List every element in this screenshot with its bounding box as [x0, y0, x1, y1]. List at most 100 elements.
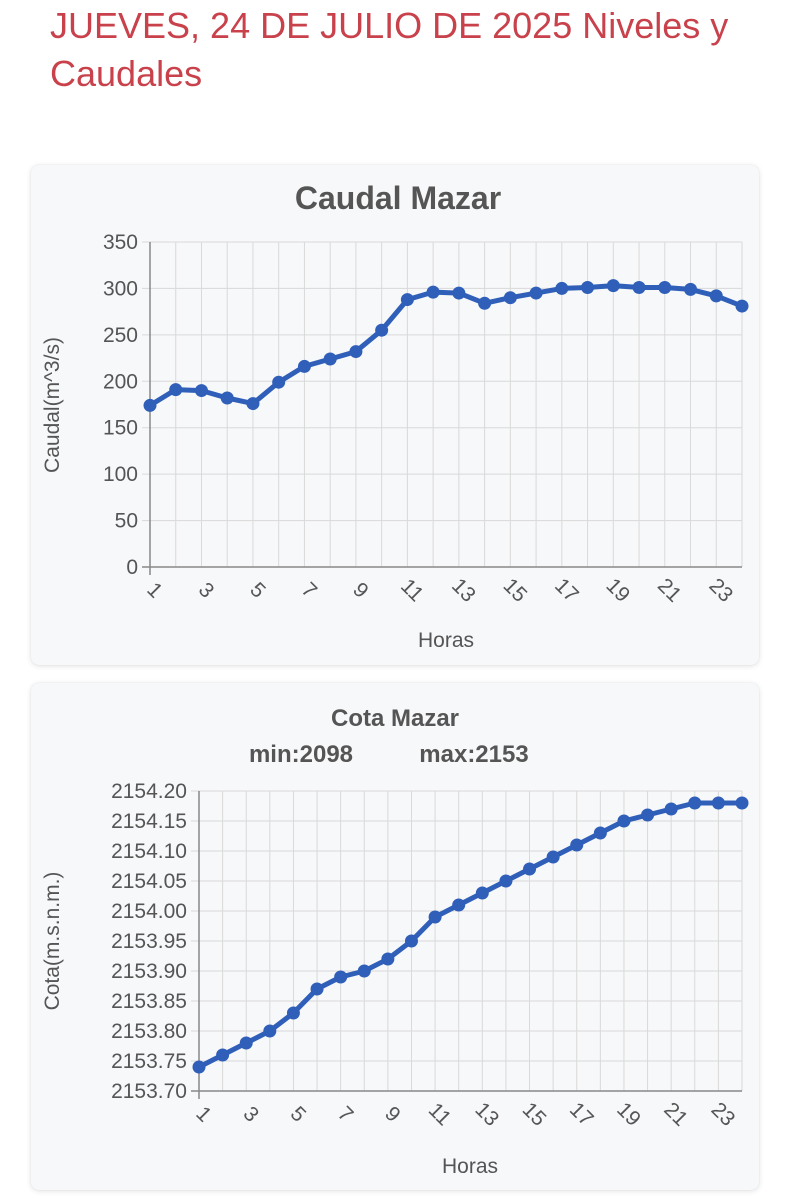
data-point[interactable]: [523, 862, 537, 876]
x-tick-label: 17: [565, 1098, 598, 1131]
grid: [191, 790, 743, 1092]
data-point[interactable]: [349, 345, 363, 359]
data-point[interactable]: [593, 826, 607, 840]
y-tick-label: 250: [103, 324, 138, 347]
data-point[interactable]: [711, 796, 725, 810]
data-point[interactable]: [246, 397, 260, 411]
data-point[interactable]: [323, 352, 337, 366]
data-point[interactable]: [735, 796, 749, 810]
x-tick-label: 5: [286, 1102, 311, 1127]
x-tick-label: 11: [424, 1099, 456, 1131]
data-point[interactable]: [475, 886, 489, 900]
chart-title: Cota Mazar: [331, 705, 459, 732]
x-tick-label: 13: [471, 1098, 504, 1131]
x-tick-label: 1: [142, 578, 167, 603]
x-tick-label: 23: [704, 574, 737, 607]
data-point[interactable]: [499, 874, 513, 888]
chart-title: Caudal Mazar: [295, 180, 501, 216]
y-tick-label: 50: [115, 510, 138, 533]
x-axis-ticks: 1 3 5 7 9 11 13 15 17 19 21 23: [191, 1098, 739, 1131]
data-point[interactable]: [286, 1006, 300, 1020]
data-point[interactable]: [263, 1024, 277, 1038]
series-line: [147, 283, 745, 408]
page-title: JUEVES, 24 DE JULIO DE 2025 Niveles y Ca…: [50, 5, 729, 94]
x-tick-label: 15: [518, 1098, 551, 1131]
data-point[interactable]: [735, 299, 749, 313]
x-tick-label: 19: [602, 574, 635, 607]
data-point[interactable]: [684, 282, 698, 296]
y-tick-label: 100: [103, 463, 138, 486]
data-point[interactable]: [503, 291, 517, 305]
x-axis-ticks: 1 3 5 7 9 11 13 15 17 19 21 23: [142, 574, 737, 607]
y-tick-label: 2154.00: [111, 900, 187, 923]
y-tick-label: 2154.10: [111, 840, 187, 863]
cota-chart-card: Cota Mazar min:2098 max:2153 2153.70 2153…: [31, 683, 759, 1190]
data-point[interactable]: [632, 281, 646, 294]
y-tick-label: 300: [103, 277, 138, 300]
data-point[interactable]: [452, 898, 466, 912]
data-point[interactable]: [658, 281, 672, 294]
y-tick-label: 2153.75: [111, 1050, 187, 1073]
data-point[interactable]: [375, 323, 389, 337]
y-tick-label: 200: [103, 370, 138, 393]
data-point[interactable]: [239, 1036, 253, 1050]
y-tick-label: 0: [126, 556, 138, 579]
data-point[interactable]: [529, 286, 543, 300]
chart-subtitle-min: min:2098: [249, 741, 353, 768]
x-tick-label: 17: [550, 574, 583, 607]
x-tick-label: 23: [707, 1098, 740, 1131]
data-point[interactable]: [617, 814, 631, 828]
y-axis-label: Caudal(m^3/s): [41, 337, 64, 473]
data-point[interactable]: [143, 398, 157, 412]
data-point[interactable]: [194, 384, 208, 398]
data-point[interactable]: [297, 359, 311, 373]
y-tick-label: 2153.70: [111, 1080, 187, 1103]
x-tick-label: 7: [297, 578, 322, 603]
data-point[interactable]: [334, 970, 348, 984]
axes: [191, 791, 742, 1099]
y-tick-label: 2153.80: [111, 1020, 187, 1043]
x-tick-label: 7: [333, 1102, 358, 1127]
data-point[interactable]: [709, 289, 723, 303]
y-tick-label: 150: [103, 417, 138, 440]
data-point[interactable]: [310, 982, 324, 996]
data-point[interactable]: [452, 286, 466, 300]
data-point[interactable]: [546, 850, 560, 864]
data-point[interactable]: [641, 808, 655, 822]
x-tick-label: 13: [447, 574, 480, 607]
data-point[interactable]: [664, 802, 678, 816]
y-axis-ticks: 2153.70 2153.75 2153.80 2153.85 2153.90 2153.…: [111, 780, 187, 1103]
data-point[interactable]: [555, 281, 569, 295]
data-point[interactable]: [192, 1060, 206, 1074]
data-point[interactable]: [220, 391, 234, 405]
x-tick-label: 5: [245, 578, 270, 603]
x-tick-label: 21: [659, 1098, 692, 1131]
data-point[interactable]: [688, 796, 702, 810]
series-line: [196, 800, 745, 1070]
data-point[interactable]: [606, 279, 620, 293]
data-point[interactable]: [428, 910, 442, 924]
data-point[interactable]: [216, 1048, 230, 1062]
data-point[interactable]: [570, 838, 584, 852]
x-tick-label: 9: [348, 578, 373, 603]
data-point[interactable]: [478, 296, 492, 310]
x-axis-label: Horas: [442, 1155, 498, 1178]
data-point[interactable]: [426, 285, 440, 299]
x-tick-label: 9: [380, 1102, 405, 1127]
data-point[interactable]: [400, 293, 414, 307]
y-tick-label: 2154.05: [111, 870, 187, 893]
x-tick-label: 15: [499, 574, 532, 607]
x-tick-label: 11: [396, 575, 428, 607]
y-tick-label: 2153.85: [111, 990, 187, 1013]
data-point[interactable]: [272, 375, 286, 389]
data-point[interactable]: [581, 281, 595, 294]
data-point[interactable]: [357, 964, 371, 978]
data-point[interactable]: [404, 934, 418, 948]
data-point[interactable]: [169, 383, 183, 397]
chart-subtitle-max: max:2153: [419, 741, 528, 768]
data-point[interactable]: [381, 952, 395, 966]
x-tick-label: 21: [653, 574, 686, 607]
x-tick-label: 19: [612, 1098, 645, 1131]
